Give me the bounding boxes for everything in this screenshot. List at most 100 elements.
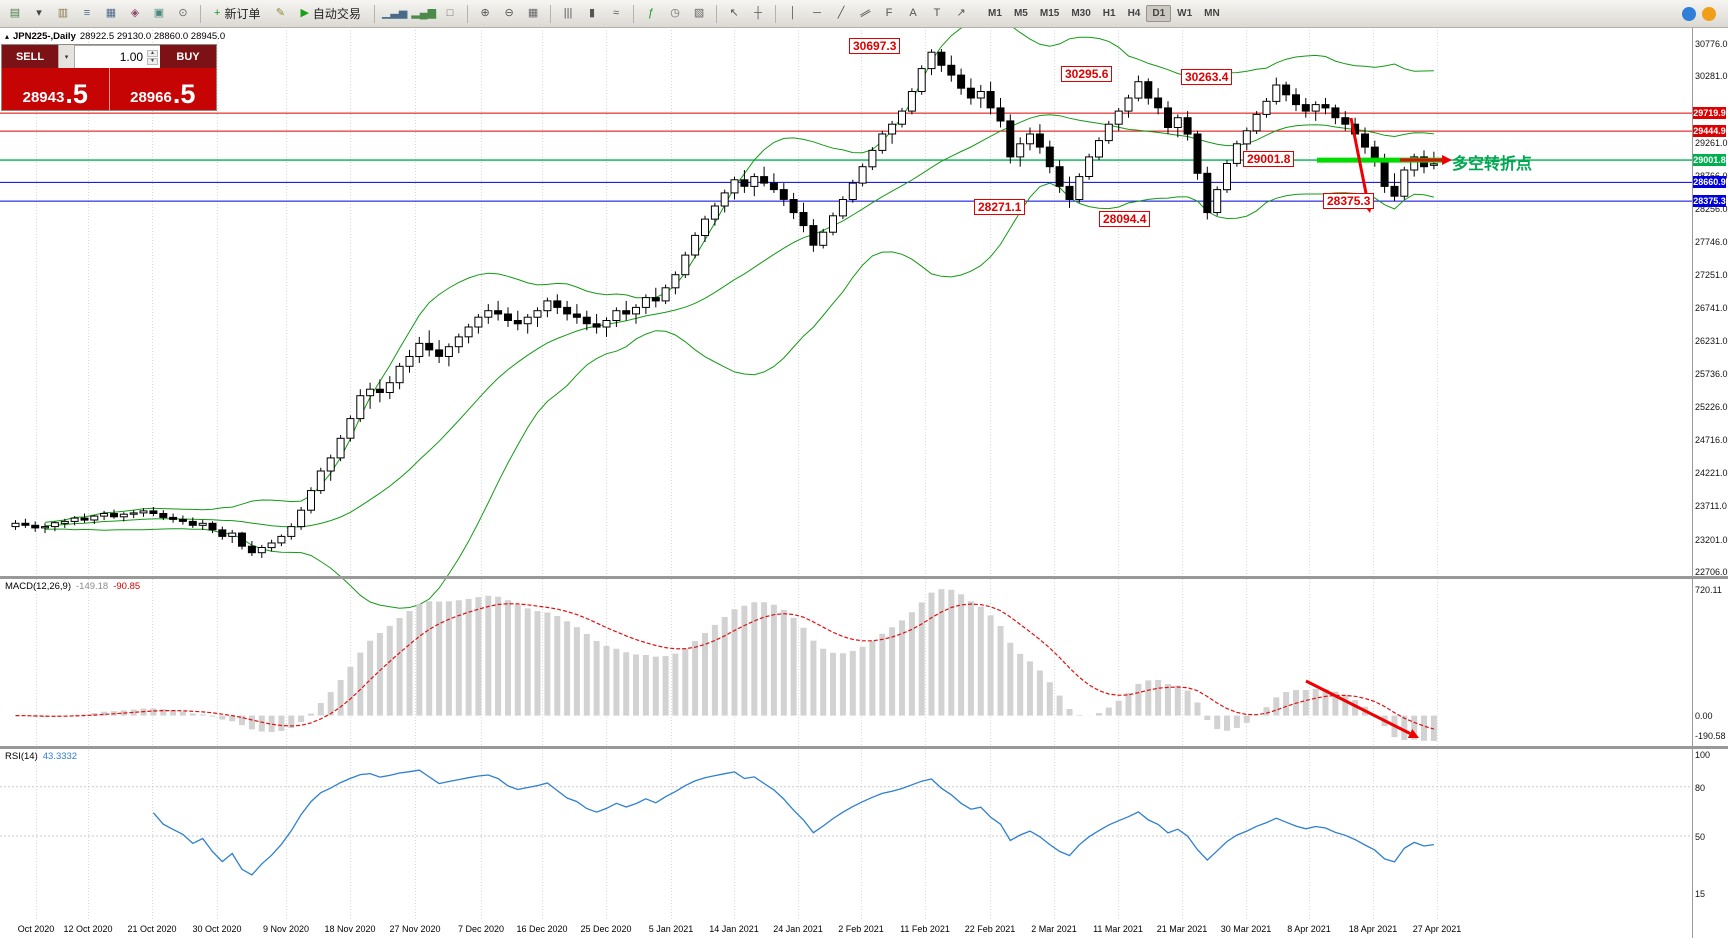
label-icon[interactable]: T xyxy=(926,3,948,25)
market-watch-icon[interactable]: ≡ xyxy=(76,3,98,25)
rsi-panel-separator[interactable] xyxy=(0,746,1728,749)
timeframe-M30[interactable]: M30 xyxy=(1071,8,1091,19)
fibonacci-icon[interactable]: F xyxy=(878,3,900,25)
alerts-icon[interactable] xyxy=(1702,6,1716,21)
price-annotation-flag[interactable]: 30295.6 xyxy=(1061,66,1113,82)
timeframe-D1[interactable]: D1 xyxy=(1146,5,1172,22)
text-icon[interactable]: A xyxy=(902,3,924,25)
buy-price-main: 28966 xyxy=(130,89,172,106)
horizontal-line-icon: ─ xyxy=(813,7,821,19)
zoom-out-icon[interactable]: ⊖ xyxy=(498,3,520,25)
templates-icon: ▧ xyxy=(693,7,705,19)
crosshair-icon[interactable]: ┼ xyxy=(747,3,769,25)
price-annotation-flag[interactable]: 28375.3 xyxy=(1323,193,1375,209)
sell-button[interactable]: SELL xyxy=(2,45,58,68)
rsi-value: 43.3332 xyxy=(42,751,78,762)
timeframe-MN[interactable]: MN xyxy=(1204,8,1220,19)
vertical-line-icon[interactable]: │ xyxy=(782,3,804,25)
bar-chart-icon[interactable]: ||| xyxy=(557,3,579,25)
new-order-button[interactable]: + 新订单 xyxy=(207,3,267,25)
cursor-icon[interactable]: ↖ xyxy=(723,3,745,25)
volume-input[interactable]: 1.00 ▲ ▼ xyxy=(75,45,160,68)
chart-dropdown-caret[interactable]: ▾ xyxy=(28,3,50,25)
drawn-arrow[interactable] xyxy=(1305,679,1411,735)
trendline-icon[interactable]: ╱ xyxy=(830,3,852,25)
indicator-list-icon[interactable]: ▂▄▆ xyxy=(410,3,437,25)
price-annotation-flag[interactable]: 30697.3 xyxy=(849,38,901,54)
data-window-icon: ▦ xyxy=(105,7,117,19)
turning-point-text-label[interactable]: 多空转折点 xyxy=(1452,156,1533,173)
timeframe-M1[interactable]: M1 xyxy=(988,8,1002,19)
timeframe-toolbar: M1 M5 M15 M30 H1 H4 D1 W1 MN xyxy=(982,5,1226,22)
candlestick-chart-icon: ▮ xyxy=(589,7,596,19)
price-annotation-flag[interactable]: 29001.8 xyxy=(1243,151,1295,167)
autotrading-icon: ▶ xyxy=(300,7,309,19)
strategy-tester-icon[interactable]: ⊙ xyxy=(172,3,194,25)
indicators-icon[interactable]: ƒ xyxy=(640,3,662,25)
volume-down-arrow[interactable]: ▼ xyxy=(147,57,158,65)
zoom-in-icon[interactable]: ⊕ xyxy=(474,3,496,25)
rsi-panel[interactable] xyxy=(0,769,1692,876)
chart-annotations[interactable] xyxy=(1305,117,1452,738)
line-chart-icon: ≈ xyxy=(613,7,620,19)
data-window-icon[interactable]: ▦ xyxy=(100,3,122,25)
channel-icon[interactable]: ∥ xyxy=(854,3,876,25)
tile-windows-icon[interactable]: ▦ xyxy=(522,3,544,25)
price-annotation-flag[interactable]: 30263.4 xyxy=(1181,69,1233,85)
indicator-list-icon: ▂▄▆ xyxy=(411,7,437,19)
chart-window-icon[interactable]: □ xyxy=(439,3,461,25)
timeframe-W1[interactable]: W1 xyxy=(1177,8,1193,19)
toolbar-separator xyxy=(200,4,201,23)
toolbar-separator xyxy=(550,4,552,23)
new-order-icon: + xyxy=(214,7,221,19)
rsi-indicator-label: RSI(14) 43.3332 xyxy=(5,751,77,762)
macd-panel[interactable] xyxy=(15,589,1437,741)
timeframe-H1[interactable]: H1 xyxy=(1102,8,1116,19)
timeframe-M15[interactable]: M15 xyxy=(1039,8,1060,19)
sell-price-main: 28943 xyxy=(22,89,65,106)
buy-button[interactable]: BUY xyxy=(160,45,216,68)
bar-chart-icon: ||| xyxy=(563,7,573,19)
macd-name: MACD(12,26,9) xyxy=(5,581,71,592)
timeframe-H4[interactable]: H4 xyxy=(1127,8,1141,19)
macd-panel-separator[interactable] xyxy=(0,576,1728,579)
one-click-collapse-toggle[interactable]: ▴ xyxy=(5,32,10,41)
community-icon[interactable] xyxy=(1682,6,1696,21)
profiles-icon[interactable]: ▥ xyxy=(52,3,74,25)
buy-price[interactable]: 28966.5 xyxy=(108,68,217,110)
macd-signal-value: -90.85 xyxy=(113,581,141,592)
object-list-icon[interactable]: ▁▃▅ xyxy=(381,3,408,25)
drawn-arrow[interactable] xyxy=(1349,117,1370,204)
templates-icon[interactable]: ▧ xyxy=(688,3,710,25)
sell-price-pips: .5 xyxy=(65,78,88,109)
level-lines[interactable] xyxy=(0,112,1692,202)
line-chart-icon[interactable]: ≈ xyxy=(605,3,627,25)
arrows-icon[interactable]: ↗ xyxy=(950,3,972,25)
object-list-icon: ▁▃▅ xyxy=(381,7,408,19)
price-annotation-flag[interactable]: 28094.4 xyxy=(1099,211,1151,227)
autotrading-button[interactable]: ▶ 自动交易 xyxy=(293,3,367,25)
toolbar-separator xyxy=(373,4,375,23)
candlestick-chart-icon[interactable]: ▮ xyxy=(581,3,603,25)
horizontal-line-icon[interactable]: ─ xyxy=(806,3,828,25)
metaeditor-icon[interactable]: ✎ xyxy=(269,3,291,25)
chart-window-icon: □ xyxy=(446,7,454,19)
order-options-caret-icon[interactable]: ▾ xyxy=(58,45,75,68)
volume-up-arrow[interactable]: ▲ xyxy=(147,49,158,57)
price-annotation-flag[interactable]: 28271.1 xyxy=(974,199,1026,215)
new-chart-icon[interactable]: ▤ xyxy=(4,3,26,25)
strategy-tester-icon: ⊙ xyxy=(178,7,188,19)
periods-icon[interactable]: ◷ xyxy=(664,3,686,25)
toolbar-separator xyxy=(633,4,635,23)
channel-icon: ∥ xyxy=(858,7,873,19)
toolbar: ▤ ▾ ▥ ≡ ▦ ◈ ▣ ⊙ + 新订单 ✎ ▶ 自动交易 ▁▃▅ ▂▄▆ □ ⊕ ⊖ ▦ ||| ▮ ≈ ƒ ◷ ▧ ↖ ┼ │ ─… xyxy=(0,0,1728,28)
profiles-icon: ▥ xyxy=(57,7,69,19)
bollinger-bands xyxy=(44,15,1435,609)
terminal-icon[interactable]: ▣ xyxy=(148,3,170,25)
timeframe-M5[interactable]: M5 xyxy=(1013,8,1028,19)
sell-price[interactable]: 28943.5 xyxy=(2,68,109,110)
navigator-icon[interactable]: ◈ xyxy=(124,3,146,25)
grid-lines xyxy=(36,30,1438,920)
candles[interactable] xyxy=(11,49,1438,558)
